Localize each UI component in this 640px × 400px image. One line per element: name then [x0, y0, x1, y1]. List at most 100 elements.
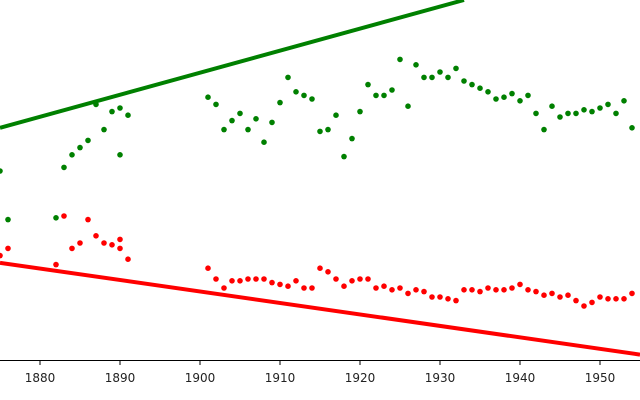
series-2-point-38: [397, 285, 403, 291]
series-2-point-34: [365, 276, 371, 282]
series-2-point-27: [309, 285, 315, 291]
series-2-point-24: [285, 283, 291, 290]
series-2-point-46: [461, 287, 467, 293]
series-2-point-10: [109, 242, 115, 248]
series-2-point-25: [293, 278, 299, 284]
series-2-point-23: [277, 281, 283, 288]
data-points: [0, 56, 635, 309]
series-1-point-48: [477, 85, 483, 91]
x-tick-label-1950: 1950: [585, 371, 616, 385]
series-1-point-34: [365, 81, 371, 88]
series-1-point-6: [77, 144, 83, 151]
x-tick-label-1890: 1890: [105, 371, 136, 385]
series-2-point-42: [429, 294, 435, 300]
series-2-point-31: [341, 283, 347, 290]
series-1-point-46: [461, 78, 467, 84]
series-1-point-56: [541, 126, 547, 133]
series-1-point-41: [421, 74, 427, 81]
series-1-point-15: [213, 101, 219, 108]
series-1-point-28: [317, 128, 323, 135]
trend-lines: [0, 0, 640, 357]
series-1-point-66: [621, 98, 627, 104]
series-2-point-19: [245, 276, 251, 282]
series-1-point-36: [381, 92, 387, 99]
series-2-point-53: [517, 281, 523, 288]
series-2-point-45: [453, 297, 459, 304]
series-2-point-39: [405, 290, 411, 297]
series-2-point-21: [261, 276, 267, 282]
series-1-point-31: [341, 153, 347, 160]
series-1-point-43: [437, 69, 443, 75]
series-1-point-22: [269, 119, 275, 126]
series-2-point-66: [621, 296, 627, 302]
series-2-point-13: [125, 256, 131, 263]
series-2-point-60: [573, 297, 579, 304]
series-1-point-39: [405, 103, 411, 109]
series-2-point-26: [301, 285, 307, 291]
series-2-point-6: [77, 240, 83, 246]
series-1-point-32: [349, 135, 355, 142]
series-2-point-57: [549, 290, 555, 297]
x-tick-label-1930: 1930: [425, 371, 456, 385]
series-2-point-29: [325, 269, 331, 275]
series-2-point-18: [237, 278, 243, 284]
series-1-point-37: [389, 87, 395, 93]
series-2-point-32: [349, 278, 355, 284]
series-1-point-38: [397, 56, 403, 63]
series-2-point-30: [333, 276, 339, 282]
series-2-point-11: [117, 245, 123, 252]
series-1-point-33: [357, 108, 363, 115]
series-1-point-52: [509, 90, 515, 97]
series-2-point-49: [485, 285, 491, 291]
series-1-point-27: [309, 96, 315, 102]
series-2-point-44: [445, 296, 451, 302]
series-1-point-45: [453, 65, 459, 72]
series-1-point-11: [117, 152, 123, 158]
series-1-point-5: [69, 152, 75, 158]
series-1-point-59: [565, 110, 571, 117]
series-2-point-1: [0, 252, 3, 259]
series-2-point-12: [117, 236, 123, 243]
series-2-point-41: [421, 288, 427, 295]
series-1-point-55: [533, 110, 539, 117]
series-2-point-20: [253, 276, 259, 282]
series-1-point-60: [573, 110, 579, 117]
series-2-point-47: [469, 287, 475, 293]
x-axis: 1880 1890 1900 1910 1920 1930 1940 1950: [0, 360, 640, 385]
series-2-point-63: [597, 294, 603, 300]
series-2-point-64: [605, 296, 611, 302]
series-2-point-3: [53, 261, 59, 268]
x-tick-label-1910: 1910: [265, 371, 296, 385]
series-1-point-8: [93, 101, 99, 108]
series-1-point-7: [85, 137, 91, 144]
series-1-point-4: [61, 164, 67, 171]
series-2-point-4: [61, 213, 67, 219]
series-2-point-33: [357, 276, 363, 282]
series-2-point-58: [557, 294, 563, 300]
series-1-point-2: [5, 216, 11, 223]
series-1-point-44: [445, 74, 451, 81]
series-2-point-43: [437, 294, 443, 300]
series-2-point-28: [317, 265, 323, 272]
series-1-point-17: [229, 117, 235, 124]
series-1-point-19: [245, 126, 251, 133]
series-1-point-64: [605, 101, 611, 108]
series-1-point-54: [525, 92, 531, 99]
series-1-point-40: [413, 62, 419, 68]
series-2-point-22: [269, 279, 275, 286]
series-2-point-55: [533, 288, 539, 295]
series-1-point-3: [53, 215, 59, 221]
x-tick-label-1880: 1880: [25, 371, 56, 385]
series-2-point-17: [229, 278, 235, 284]
x-tick-label-1920: 1920: [345, 371, 376, 385]
series-1-point-50: [493, 96, 499, 102]
series-2-point-9: [101, 240, 107, 246]
series-2-point-35: [373, 285, 379, 291]
x-tick-label-1900: 1900: [185, 371, 216, 385]
series-1-point-18: [237, 110, 243, 117]
series-1-point-14: [205, 94, 211, 100]
series-1-point-1: [0, 168, 3, 174]
series-2-point-8: [93, 233, 99, 239]
series-1-point-16: [221, 126, 227, 133]
series-2-point-14: [205, 265, 211, 272]
